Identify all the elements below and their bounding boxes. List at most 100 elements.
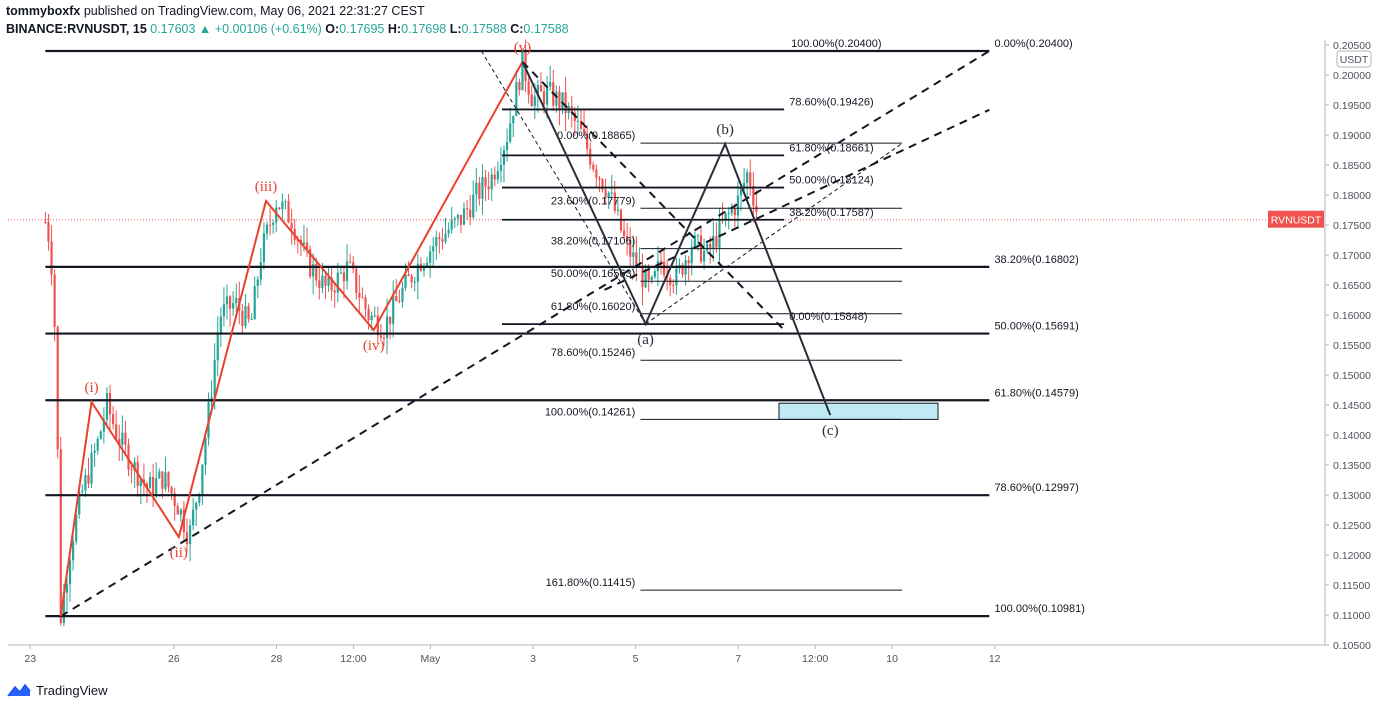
candle-body	[435, 237, 438, 247]
candle-body	[659, 260, 663, 262]
candle-body	[262, 233, 266, 263]
publish-text: published on TradingView.com, May 06, 20…	[83, 4, 425, 18]
candle-body	[755, 205, 758, 212]
price-tick-label: 0.16500	[1333, 280, 1371, 292]
fib-level-label: 61.80%(0.18661)	[789, 142, 873, 154]
candle-body	[604, 189, 607, 198]
corrective-wave-path	[521, 61, 832, 416]
candle-body	[564, 92, 567, 114]
candle-body	[549, 82, 552, 87]
candle-body	[499, 164, 503, 172]
price-tick-label: 0.18000	[1333, 190, 1371, 202]
candle-body	[484, 177, 487, 187]
trendlines-layer	[60, 50, 990, 618]
candle-body	[130, 469, 133, 471]
candle-body	[281, 201, 284, 210]
candle-body	[59, 449, 62, 624]
candle-body	[444, 233, 447, 242]
candle-body	[739, 186, 743, 196]
candle-body	[333, 290, 336, 293]
candle-body	[693, 235, 696, 247]
candle-body	[65, 584, 69, 593]
price-tick-label: 0.20500	[1333, 40, 1371, 52]
candle-body	[746, 172, 749, 183]
candle-body	[192, 509, 195, 526]
target-zone-box	[778, 402, 939, 420]
candle-body	[493, 174, 496, 180]
impulse-wave-label: (i)	[84, 380, 98, 396]
candle-body	[592, 164, 595, 170]
candle-body	[687, 260, 690, 264]
candle-body	[235, 297, 238, 304]
price-tick-label: 0.11500	[1333, 580, 1370, 592]
candle-body	[616, 209, 619, 211]
candle-body	[179, 509, 182, 515]
candle-body	[447, 229, 450, 234]
candle-body	[505, 141, 509, 151]
candle-body	[321, 275, 324, 288]
candle-body	[345, 261, 349, 282]
candle-body	[724, 213, 727, 221]
currency-badge[interactable]	[1336, 50, 1372, 68]
brand-name: TradingView	[36, 682, 108, 698]
price-axis[interactable]: 0.10500 0.11000 0.11500 0.12000 0.12500 0.130…	[1268, 40, 1372, 652]
price-tick-label: 0.12500	[1333, 520, 1371, 532]
time-tick-label: 28	[271, 653, 283, 665]
candle-body	[225, 296, 229, 305]
candle-body	[481, 177, 484, 199]
price-tick-label: 0.19500	[1333, 100, 1371, 112]
candle-body	[715, 236, 718, 248]
candle-body	[647, 269, 650, 280]
candle-body	[385, 316, 389, 338]
candle-body	[515, 82, 518, 116]
candle-body	[50, 241, 53, 275]
author-name[interactable]: tommyboxfx	[6, 4, 81, 18]
candle-body	[601, 179, 604, 190]
fib-level-label: 50.00%(0.16563)	[551, 268, 635, 280]
candle-body	[127, 444, 130, 470]
candle-body	[349, 261, 352, 263]
candle-body	[133, 461, 136, 471]
candle-body	[124, 432, 127, 445]
wave-paths-layer: (i) (ii) (iii) (iv) (v) (a) (b) (c)	[59, 40, 839, 617]
candle-body	[272, 222, 275, 225]
candle-body	[632, 252, 635, 257]
fib-level-label: 78.60%(0.15246)	[551, 347, 635, 359]
time-tick-label: 7	[735, 653, 741, 665]
candle-body	[521, 49, 524, 91]
candle-body	[173, 493, 176, 507]
candle-body	[392, 295, 395, 324]
candle-body	[622, 230, 626, 237]
candle-body	[247, 306, 250, 320]
candle-body	[736, 195, 740, 216]
fib-level-label: 38.20%(0.17587)	[789, 207, 873, 219]
time-axis[interactable]: 23 26 28 12:00 May 3 5 7 12:00 10 12	[8, 644, 1325, 665]
candle-body	[595, 169, 598, 178]
tradingview-branding[interactable]: TradingView	[6, 682, 108, 698]
candle-body	[84, 474, 87, 491]
candle-body	[195, 502, 198, 510]
symbol-name[interactable]: BINANCE:RVNUSDT, 15	[6, 22, 147, 36]
candle-body	[730, 208, 733, 214]
candle-body	[475, 182, 478, 195]
candle-body	[742, 182, 746, 187]
candle-body	[536, 85, 539, 97]
candle-body	[287, 201, 290, 223]
candle-body	[395, 295, 398, 302]
time-tick-label: 3	[530, 653, 536, 665]
fib-level-label: 38.20%(0.17106)	[551, 236, 635, 248]
candle-body	[367, 308, 370, 321]
fib-level-label: 161.80%(0.11415)	[546, 577, 636, 589]
candle-body	[364, 297, 367, 309]
price-tick-label: 0.13000	[1333, 490, 1371, 502]
candle-body	[432, 246, 435, 252]
last-price: 0.17603	[150, 22, 196, 36]
open-value: 0.17695	[339, 22, 385, 36]
currency-label: USDT	[1340, 54, 1369, 66]
candle-body	[644, 269, 647, 288]
price-change: +0.00106 (+0.61%)	[214, 22, 322, 36]
candle-body	[610, 192, 613, 194]
candle-body	[324, 275, 327, 286]
candle-body	[275, 207, 278, 223]
